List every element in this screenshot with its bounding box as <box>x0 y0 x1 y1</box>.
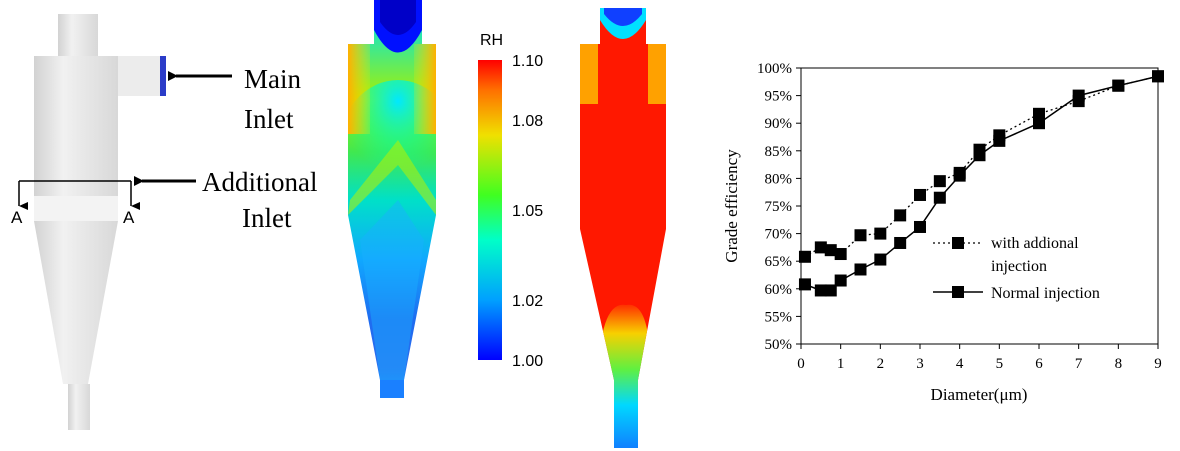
legend-label-additional-line2: injection <box>991 258 1047 275</box>
marker-normal-injection <box>854 263 867 276</box>
x-tick-label: 9 <box>1154 356 1162 372</box>
additional-inlet-label-line1: Additional <box>202 167 318 197</box>
y-tick-label: 75% <box>765 199 793 215</box>
main-inlet-face <box>160 56 166 96</box>
cyclone-barrel <box>34 56 118 221</box>
series-line-normal-injection <box>804 75 1159 292</box>
marker-normal-injection <box>874 253 887 266</box>
cyclone-cone <box>34 221 118 384</box>
y-tick-label: 100% <box>757 61 792 77</box>
vortex-finder-tube <box>58 14 98 57</box>
colorbar-tick-label: 1.10 <box>512 53 543 70</box>
x-tick-label: 3 <box>916 356 924 372</box>
additional-inlet-label-line2: Inlet <box>242 203 292 233</box>
grade-efficiency-chart: 50% 55% 60% 65% 70% 75% 80% 85% 90% 95% 100% 0 1 2 3 4… <box>722 61 1164 404</box>
additional-inlet-annotation: Additional Inlet <box>134 167 318 233</box>
y-tick-label: 50% <box>765 337 793 353</box>
chart-series <box>798 70 1164 297</box>
section-mark-right: A <box>123 208 135 227</box>
marker-normal-injection <box>1152 70 1164 83</box>
main-inlet-label-line1: Main <box>244 64 301 94</box>
y-tick-label: 85% <box>765 144 793 160</box>
y-tick-label: 80% <box>765 171 793 187</box>
y-axis-label: Grade efficiency <box>722 149 741 263</box>
y-tick-label: 95% <box>765 89 793 105</box>
dust-outlet-tube <box>68 384 90 430</box>
legend-label-normal: Normal injection <box>991 285 1100 302</box>
colorbar-tick-label: 1.08 <box>512 113 543 130</box>
y-tick-label: 70% <box>765 227 793 243</box>
x-tick-label: 2 <box>877 356 885 372</box>
marker-normal-injection <box>973 149 986 162</box>
y-axis-ticks: 50% 55% 60% 65% 70% 75% 80% 85% 90% 95% 100% <box>757 61 801 353</box>
colorbar-ticks: 1.10 1.08 1.05 1.02 1.00 <box>512 53 543 370</box>
marker-normal-injection <box>1033 117 1045 130</box>
legend-entry-with-additional-injection: with addional injection <box>933 235 1079 275</box>
marker-normal-injection <box>798 278 811 291</box>
marker-with-additional-injection <box>1033 107 1045 120</box>
rh-contour-normal <box>348 0 436 398</box>
marker-with-additional-injection <box>933 175 946 188</box>
marker-with-additional-injection <box>824 244 837 257</box>
marker-normal-injection <box>1072 89 1085 102</box>
marker-with-additional-injection <box>834 248 847 261</box>
marker-normal-injection <box>1112 79 1125 92</box>
section-line-a-a: A A <box>11 180 140 227</box>
marker-normal-injection <box>814 284 827 297</box>
y-tick-label: 90% <box>765 116 793 132</box>
y-tick-label: 65% <box>765 254 793 270</box>
x-tick-label: 4 <box>956 356 964 372</box>
marker-normal-injection <box>914 220 926 233</box>
section-band <box>34 196 118 221</box>
marker-with-additional-injection <box>874 227 887 240</box>
marker-normal-injection <box>993 134 1006 147</box>
marker-with-additional-injection <box>798 250 811 263</box>
marker-with-additional-injection <box>814 241 827 254</box>
colorbar-title: RH <box>480 32 503 49</box>
colorbar-gradient <box>478 60 502 360</box>
legend: with addional injection Normal injection <box>933 235 1100 302</box>
colorbar-tick-label: 1.02 <box>512 293 543 310</box>
main-inlet-label-line2: Inlet <box>244 104 294 134</box>
marker-normal-injection <box>824 284 837 297</box>
x-tick-label: 5 <box>996 356 1004 372</box>
x-tick-label: 7 <box>1075 356 1083 372</box>
legend-entry-normal-injection: Normal injection <box>933 285 1100 302</box>
main-inlet-annotation: Main Inlet <box>168 64 301 134</box>
inlet-duct <box>116 56 164 96</box>
section-mark-left: A <box>11 208 23 227</box>
y-tick-label: 60% <box>765 282 793 298</box>
x-tick-label: 0 <box>797 356 805 372</box>
marker-normal-injection <box>834 274 847 287</box>
y-tick-label: 55% <box>765 309 793 325</box>
marker-normal-injection <box>953 169 966 182</box>
x-tick-label: 8 <box>1115 356 1123 372</box>
x-tick-label: 1 <box>837 356 845 372</box>
x-axis-label: Diameter(μm) <box>931 385 1028 404</box>
plot-area <box>800 67 1159 345</box>
rh-colorbar: RH 1.10 1.08 1.05 1.02 1.00 <box>478 32 543 370</box>
legend-label-additional-line1: with addional <box>991 235 1079 252</box>
marker-normal-injection <box>894 236 907 249</box>
x-tick-label: 6 <box>1035 356 1043 372</box>
colorbar-tick-label: 1.05 <box>512 203 543 220</box>
colorbar-tick-label: 1.00 <box>512 353 543 370</box>
cyclone-geometry <box>34 14 166 430</box>
rh-contour-additional <box>580 8 666 448</box>
marker-with-additional-injection <box>914 188 926 201</box>
marker-with-additional-injection <box>854 229 867 242</box>
marker-with-additional-injection <box>894 209 907 222</box>
x-axis-ticks: 0 1 2 3 4 5 6 7 8 9 <box>797 344 1162 372</box>
marker-normal-injection <box>933 191 946 204</box>
